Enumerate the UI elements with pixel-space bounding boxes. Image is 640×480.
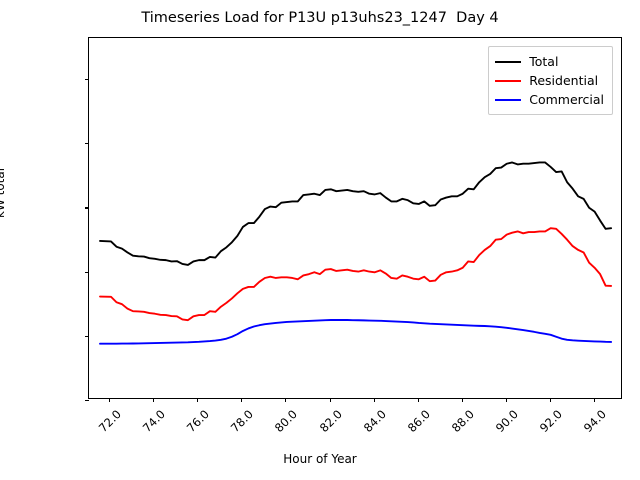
legend-label: Commercial [529, 92, 604, 107]
legend-swatch-residential [495, 79, 522, 82]
legend-item-residential: Residential [495, 71, 604, 90]
x-tick-mark [152, 398, 155, 402]
plot-area: 0500010000150002000025000 72.074.076.078… [85, 37, 622, 435]
series-line-total [99, 161, 613, 266]
y-tick-mark [85, 143, 89, 145]
x-tick-mark [241, 398, 243, 402]
legend-swatch-total [495, 60, 522, 63]
legend-item-total: Total [495, 52, 604, 71]
x-tick-mark [506, 398, 508, 402]
x-tick-mark [373, 398, 375, 402]
legend: Total Residential Commercial [488, 46, 613, 115]
legend-item-commercial: Commercial [495, 90, 604, 109]
line-series-canvas [99, 161, 613, 345]
series-line-commercial [99, 319, 613, 345]
series-line-residential [99, 227, 613, 322]
y-axis-label: kW total [0, 167, 7, 218]
x-tick-mark [550, 398, 552, 402]
x-axis-label: Hour of Year [283, 452, 357, 466]
x-tick-mark [329, 398, 331, 402]
y-tick-mark [85, 271, 89, 273]
x-tick-mark [197, 398, 199, 402]
x-tick-mark [285, 398, 287, 402]
y-tick-mark [85, 79, 89, 81]
x-tick-mark [461, 398, 463, 402]
x-tick-mark [417, 398, 419, 402]
x-tick-mark [108, 398, 110, 402]
legend-swatch-commercial [495, 98, 522, 101]
y-tick-mark [85, 207, 89, 209]
legend-label: Total [529, 54, 559, 69]
x-tick-mark [594, 398, 596, 402]
legend-label: Residential [529, 73, 599, 88]
chart-title: Timeseries Load for P13U p13uhs23_1247 D… [141, 10, 499, 26]
y-tick-mark [85, 335, 89, 337]
y-tick-mark [85, 400, 89, 402]
